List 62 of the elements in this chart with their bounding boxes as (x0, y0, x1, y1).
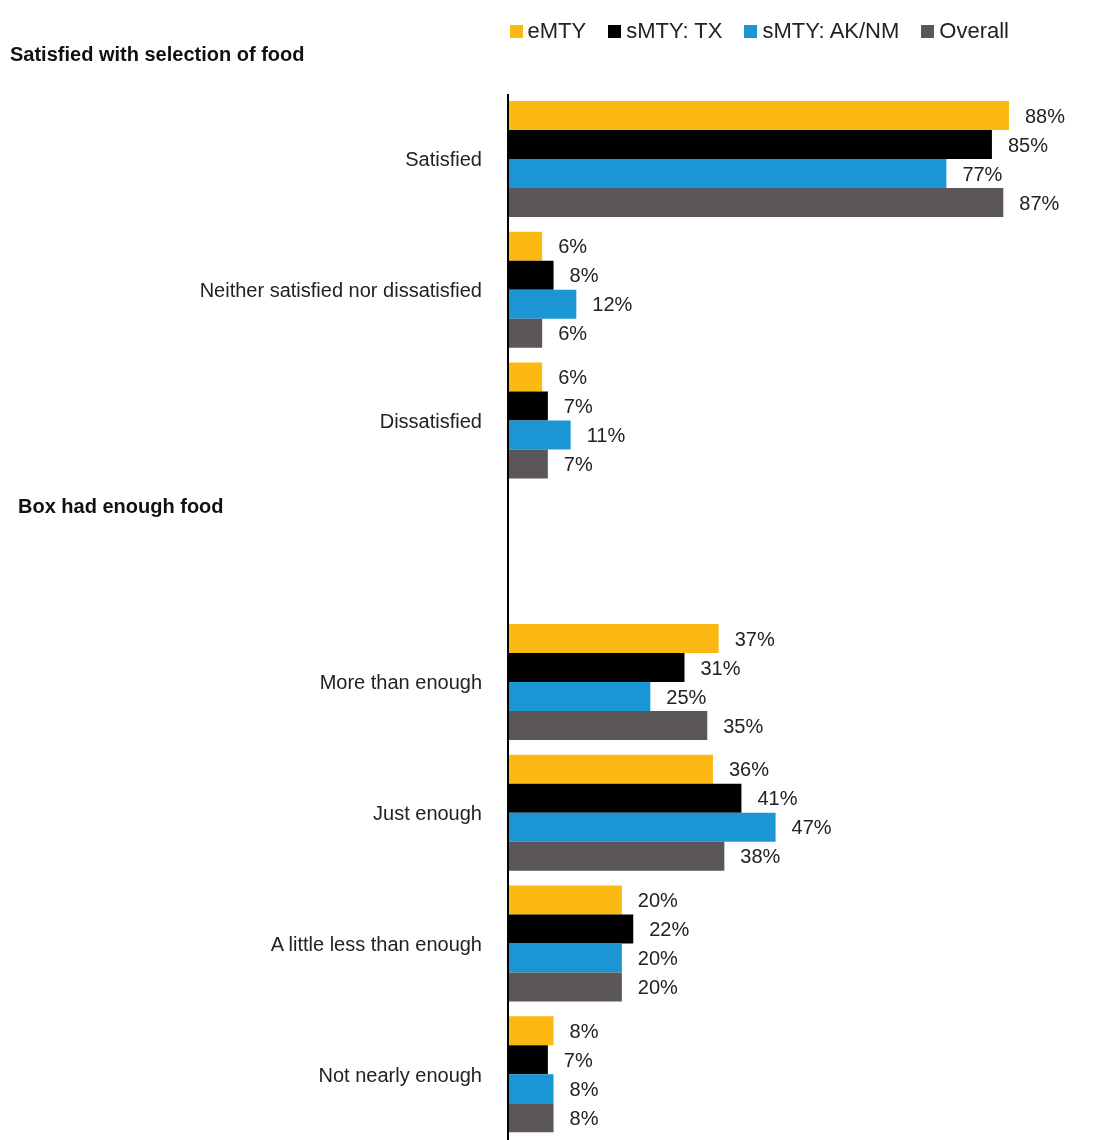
bar (508, 101, 1009, 130)
data-label: 7% (563, 453, 593, 475)
text: Box had enough food (18, 495, 224, 518)
data-label: 22% (649, 918, 690, 940)
y-tick-label: Just enough (373, 802, 482, 825)
bar (508, 159, 947, 188)
data-label: 8% (569, 1106, 599, 1129)
bar (508, 420, 571, 450)
text: Satisfied with selection of food (10, 43, 305, 66)
legend-label: sMTY: TX (626, 18, 723, 44)
data-label: 31% (700, 656, 741, 679)
data-label: 6% (558, 235, 588, 258)
data-label: 7% (563, 1048, 593, 1071)
bar (508, 1103, 554, 1133)
data-label: 85% (1007, 133, 1049, 156)
y-tick-label: Dissatisfied (379, 409, 482, 432)
legend-label: sMTY: AK/NM (762, 18, 900, 44)
y-tick-label: Neither satisfied nor dissatisfied (199, 279, 482, 302)
data-label: 88% (1025, 104, 1066, 127)
data-label: 37% (734, 627, 775, 650)
bar (508, 841, 725, 871)
data-label: 20% (637, 976, 679, 998)
bar (508, 289, 577, 319)
bar (508, 711, 708, 740)
bar (508, 972, 622, 1002)
bar (508, 624, 719, 653)
data-label: 36% (728, 758, 770, 781)
data-label: 6% (558, 366, 588, 388)
bar (508, 812, 776, 842)
bar (508, 362, 543, 392)
data-label: 11% (586, 424, 626, 446)
bar (508, 188, 1004, 217)
data-label: 77% (962, 162, 1003, 185)
y-tick-label: A little less than enough (270, 932, 482, 955)
data-label: 47% (791, 816, 832, 839)
y-tick-label: More than enough (319, 671, 482, 694)
data-label: 25% (666, 685, 707, 708)
data-label: 7% (563, 395, 593, 417)
data-label: 8% (569, 264, 599, 287)
data-label: 41% (757, 787, 798, 810)
bar (508, 943, 622, 973)
legend-label: Overall (939, 18, 1009, 44)
legend-label: eMTY (527, 18, 587, 44)
bar (508, 1016, 554, 1046)
data-label: 20% (637, 947, 679, 969)
data-label: 6% (558, 322, 588, 345)
bar (508, 1074, 554, 1104)
data-label: 8% (569, 1077, 599, 1100)
data-label: 12% (592, 293, 633, 316)
data-label: 20% (637, 889, 679, 911)
y-tick-label: Not nearly enough (318, 1063, 482, 1086)
y-tick-label: Satisfied (405, 148, 482, 171)
bar (508, 449, 548, 479)
bar (508, 885, 622, 915)
data-label: 38% (740, 845, 781, 868)
bar (508, 682, 651, 711)
data-label: 87% (1019, 191, 1060, 214)
data-label: 8% (569, 1019, 599, 1042)
data-label: 35% (723, 714, 764, 737)
bar (508, 318, 543, 348)
bar (508, 754, 713, 784)
bar (508, 231, 543, 261)
